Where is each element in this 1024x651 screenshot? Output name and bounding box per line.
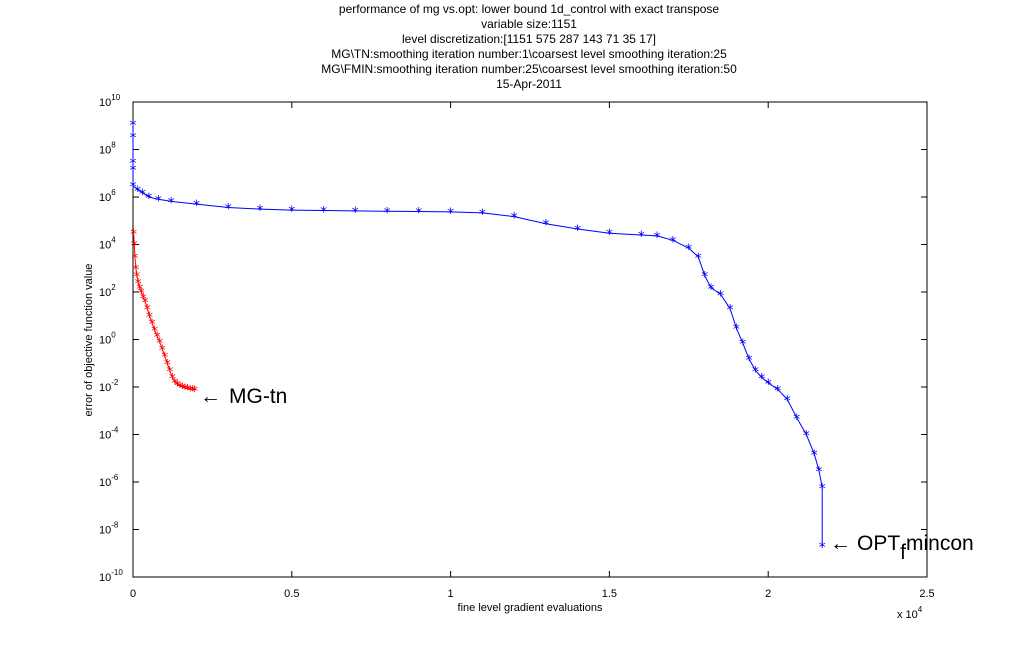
x-multiplier-base: x 10: [897, 609, 918, 621]
x-tick-label: 0: [130, 588, 136, 600]
data-point-mg-tn: *: [191, 384, 198, 400]
data-point-opt-f-mincon: *: [193, 198, 200, 214]
data-point-opt-f-mincon: *: [155, 193, 162, 209]
data-point-opt-f-mincon: *: [415, 206, 422, 222]
y-tick-exponent: 8: [111, 141, 116, 150]
annotation-opt-arrow: ←: [830, 532, 851, 555]
y-tick-exponent: -8: [111, 521, 119, 530]
x-tick-label: 2: [765, 588, 771, 600]
x-tick-label: 2.5: [919, 588, 934, 600]
y-tick-base: 10: [99, 525, 111, 537]
y-tick-exponent: -6: [111, 473, 119, 482]
data-point-opt-f-mincon: *: [320, 205, 327, 221]
y-tick-base: 10: [99, 240, 111, 252]
data-point-opt-f-mincon: *: [511, 211, 518, 227]
y-tick-base: 10: [99, 430, 111, 442]
y-tick-base: 10: [99, 97, 111, 109]
data-point-opt-f-mincon: *: [130, 163, 137, 179]
data-point-opt-f-mincon: *: [717, 288, 724, 304]
x-tick-label: 1: [448, 588, 454, 600]
annotation-opt-suffix: mincon: [906, 532, 974, 555]
y-tick-exponent: 2: [111, 283, 116, 292]
annotation-mg-tn-text: MG-tn: [229, 385, 287, 408]
y-tick-exponent: -10: [111, 568, 123, 577]
title-line-3: level discretization:[1151 575 287 143 7…: [402, 32, 656, 46]
data-point-opt-f-mincon: *: [819, 481, 826, 497]
data-point-opt-f-mincon: *: [447, 206, 454, 222]
y-tick-exponent: 10: [111, 93, 120, 102]
y-tick-exponent: 6: [111, 188, 116, 197]
data-point-opt-f-mincon: *: [784, 393, 791, 409]
data-point-opt-f-mincon: *: [685, 242, 692, 258]
title-line-1: performance of mg vs.opt: lower bound 1d…: [339, 2, 720, 16]
data-point-opt-f-mincon: *: [739, 337, 746, 353]
y-axis-label: error of objective function value: [83, 264, 95, 417]
data-point-opt-f-mincon: *: [225, 202, 232, 218]
data-point-opt-f-mincon: *: [708, 282, 715, 298]
y-tick-base: 10: [99, 572, 111, 584]
y-tick-base: 10: [99, 145, 111, 157]
data-point-opt-f-mincon: *: [765, 377, 772, 393]
data-point-opt-f-mincon: *: [542, 218, 549, 234]
x-tick-label: 1.5: [602, 588, 617, 600]
annotation-mg-tn-arrow: ←: [200, 385, 221, 408]
y-tick-exponent: 4: [111, 236, 116, 245]
y-tick-base: 10: [99, 382, 111, 394]
title-line-2: variable size:1151: [481, 17, 577, 31]
y-tick-exponent: -2: [111, 378, 119, 387]
y-tick-exponent: 0: [111, 331, 116, 340]
data-point-opt-f-mincon: *: [727, 303, 734, 319]
data-point-opt-f-mincon: *: [774, 383, 781, 399]
x-tick-label: 0.5: [284, 588, 299, 600]
data-point-opt-f-mincon: *: [352, 205, 359, 221]
data-point-opt-f-mincon: *: [168, 195, 175, 211]
x-multiplier-exponent: 4: [918, 605, 923, 614]
data-point-opt-f-mincon: *: [288, 204, 295, 220]
x-axis-label: fine level gradient evaluations: [458, 602, 603, 614]
data-point-opt-f-mincon: *: [793, 412, 800, 428]
data-point-opt-f-mincon: *: [733, 322, 740, 338]
y-tick-base: 10: [99, 335, 111, 347]
y-tick-base: 10: [99, 287, 111, 299]
data-point-opt-f-mincon: *: [606, 227, 613, 243]
title-line-4: MG\TN:smoothing iteration number:1\coars…: [331, 47, 727, 61]
data-point-opt-f-mincon: *: [145, 191, 152, 207]
data-point-opt-f-mincon: *: [816, 465, 823, 481]
y-tick-exponent: -4: [111, 426, 119, 435]
data-point-opt-f-mincon: *: [384, 205, 391, 221]
data-point-opt-f-mincon: *: [638, 229, 645, 245]
data-point-opt-f-mincon: *: [257, 203, 264, 219]
annotation-opt-text: OPT: [857, 532, 900, 555]
title-line-5: MG\FMIN:smoothing iteration number:25\co…: [321, 62, 737, 76]
data-point-opt-f-mincon: *: [479, 207, 486, 223]
data-point-opt-f-mincon: *: [819, 540, 826, 556]
data-point-opt-f-mincon: *: [803, 429, 810, 445]
annotation-mg-tn: ← MG-tn: [200, 385, 287, 408]
data-point-opt-f-mincon: *: [695, 251, 702, 267]
data-point-opt-f-mincon: *: [130, 131, 137, 147]
y-tick-base: 10: [99, 477, 111, 489]
data-point-opt-f-mincon: *: [811, 448, 818, 464]
y-tick-base: 10: [99, 192, 111, 204]
data-point-opt-f-mincon: *: [669, 234, 676, 250]
data-point-opt-f-mincon: *: [574, 223, 581, 239]
title-line-6: 15-Apr-2011: [496, 77, 562, 91]
data-point-opt-f-mincon: *: [654, 230, 661, 246]
